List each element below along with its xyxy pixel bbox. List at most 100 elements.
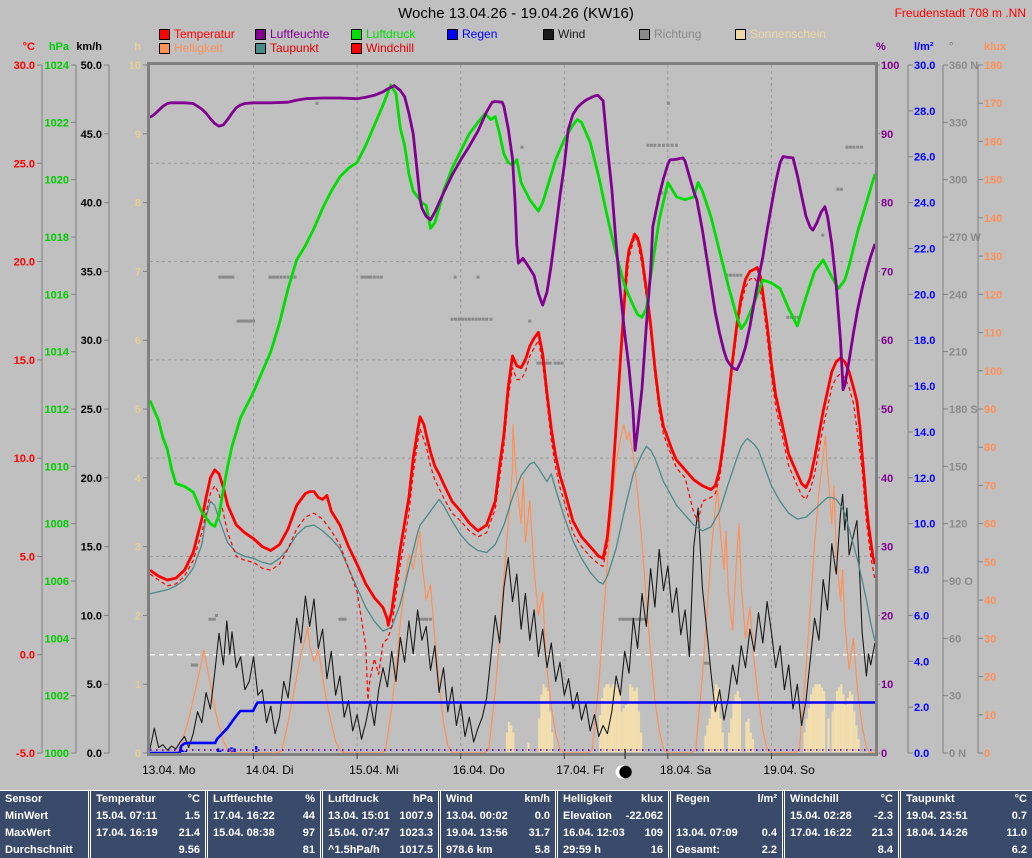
table-header-label: Luftfeuchte — [213, 793, 273, 805]
direction-dot — [703, 661, 707, 665]
table-cell: Gesamt: 2.2 — [671, 842, 782, 858]
axis-label-pct: 100 — [881, 60, 899, 72]
table-header-label: Luftdruck — [328, 793, 379, 805]
direction-dot — [293, 275, 297, 279]
legend-swatch-icon — [255, 42, 266, 54]
axis-unit-hpa: hPa — [49, 41, 70, 53]
table-rowlabel: Sensor — [0, 791, 88, 808]
direction-dot — [660, 191, 664, 195]
direction-dot — [560, 361, 564, 365]
direction-dot — [246, 319, 250, 323]
table-column-luftdruck: Luftdruck hPa 13.04. 15:01 1007.9 15.04. 07:… — [320, 791, 438, 858]
table-column-temperatur: Temperatur °C 15.04. 07:11 1.5 17.04. 16:19 2… — [88, 791, 205, 858]
sunshine-bar — [715, 684, 718, 752]
sunshine-bar — [635, 687, 638, 752]
axis-label-klux: 70 — [984, 480, 996, 492]
table-cell-value: -22.062 — [625, 810, 663, 822]
direction-dot — [249, 319, 253, 323]
axis-label-klux: 60 — [984, 519, 996, 531]
direction-dot — [195, 663, 199, 667]
table-cell: 19.04. 23:51 0.7 — [901, 808, 1032, 825]
sunshine-bar — [601, 697, 604, 752]
axis-label-lm2: 6.0 — [914, 610, 929, 622]
axis-label-kmh: 35.0 — [81, 266, 102, 278]
table-cell-value: 6.2 — [1011, 844, 1027, 856]
axis-label-kmh: 25.0 — [81, 404, 102, 416]
table-cell-value: 11.0 — [1006, 827, 1027, 839]
axis-label-temp: 25.0 — [14, 158, 35, 170]
direction-dot — [666, 143, 670, 147]
legend-swatch-icon — [159, 42, 170, 54]
table-cell: 81 — [208, 842, 320, 858]
sunshine-bar — [745, 722, 748, 752]
table-cell-label: 17.04. 16:19 — [96, 827, 158, 839]
direction-dot — [481, 317, 485, 321]
sunshine-bar — [706, 725, 709, 752]
direction-dot — [474, 317, 478, 321]
sunshine-bar — [749, 732, 752, 752]
axis-label-hpa: 1018 — [45, 232, 69, 244]
direction-dot — [489, 317, 493, 321]
table-cell-label: 29:59 h — [563, 844, 601, 856]
legend-item-helligkeit: Helligkeit — [159, 42, 223, 54]
legend-label: Helligkeit — [174, 41, 223, 55]
direction-dot — [539, 361, 543, 365]
table-header: Taupunkt °C — [901, 791, 1032, 808]
sunshine-bar — [631, 687, 634, 752]
axis-label-deg: 150 — [949, 461, 967, 473]
sunshine-bar — [803, 732, 806, 752]
table-column-helligkeit: Helligkeit klux Elevation -22.062 16.04. 12:… — [555, 791, 668, 858]
sunshine-bar — [853, 711, 856, 752]
table-cell-value: -2.3 — [874, 810, 893, 822]
table-header-label: Wind — [446, 793, 473, 805]
axis-label-deg: 300 — [949, 175, 967, 187]
sunshine-bar — [730, 718, 733, 752]
direction-dot — [460, 317, 464, 321]
sunshine-bar — [710, 704, 713, 752]
sunshine-bar — [527, 742, 530, 752]
direction-dot — [343, 617, 347, 621]
table-cell-label: 15.04. 07:11 — [96, 810, 158, 822]
axis-label-temp: 15.0 — [14, 355, 35, 367]
rain-bar — [181, 749, 184, 752]
direction-dot — [236, 319, 240, 323]
direction-dot — [429, 617, 433, 621]
direction-dot — [557, 361, 561, 365]
direction-dot — [218, 275, 222, 279]
direction-dot — [653, 143, 657, 147]
table-header: Wind km/h — [441, 791, 555, 808]
direction-dot — [845, 145, 849, 149]
table-cell-label: ^1.5hPa/h — [328, 844, 380, 856]
axis-label-klux: 20 — [984, 672, 996, 684]
direction-dot — [471, 317, 475, 321]
sunshine-bar — [546, 691, 549, 752]
sunshine-bar — [540, 694, 543, 752]
direction-dot — [226, 275, 230, 279]
direction-dot — [450, 317, 454, 321]
table-cell: 16.04. 12:03 109 — [558, 825, 668, 842]
table-cell: 978.6 km 5.8 — [441, 842, 555, 858]
legend-item-windchill: Windchill — [351, 42, 414, 54]
table-rowlabel-label: MaxWert — [5, 827, 51, 839]
axis-label-sun: 8 — [135, 198, 141, 210]
axis-label-temp: -5.0 — [16, 748, 35, 760]
table-cell-value: 21.4 — [178, 827, 200, 839]
table-cell-label: 13.04. 00:02 — [446, 810, 508, 822]
table-cell-label: Gesamt: — [676, 844, 721, 856]
table-cell-label: 19.04. 23:51 — [906, 810, 968, 822]
sunshine-bar — [833, 701, 836, 752]
table-header-label: Taupunkt — [906, 793, 955, 805]
axis-label-lm2: 14.0 — [914, 427, 935, 439]
sunshine-bar — [640, 732, 643, 752]
summary-table: Sensor MinWert MaxWert Durchschnitt Temperat… — [0, 790, 1032, 858]
axis-label-kmh: 50.0 — [81, 60, 102, 72]
legend-item-regen: Regen — [447, 28, 497, 40]
sunshine-bar — [712, 691, 716, 752]
table-rowlabel: MinWert — [0, 808, 88, 825]
direction-dot — [657, 143, 661, 147]
sunshine-bar — [544, 687, 547, 752]
table-cell: 17.04. 16:22 21.3 — [785, 825, 898, 842]
sunshine-bar — [822, 691, 826, 752]
table-cell-value: 2.2 — [761, 844, 777, 856]
table-cell-value: 109 — [644, 827, 663, 839]
